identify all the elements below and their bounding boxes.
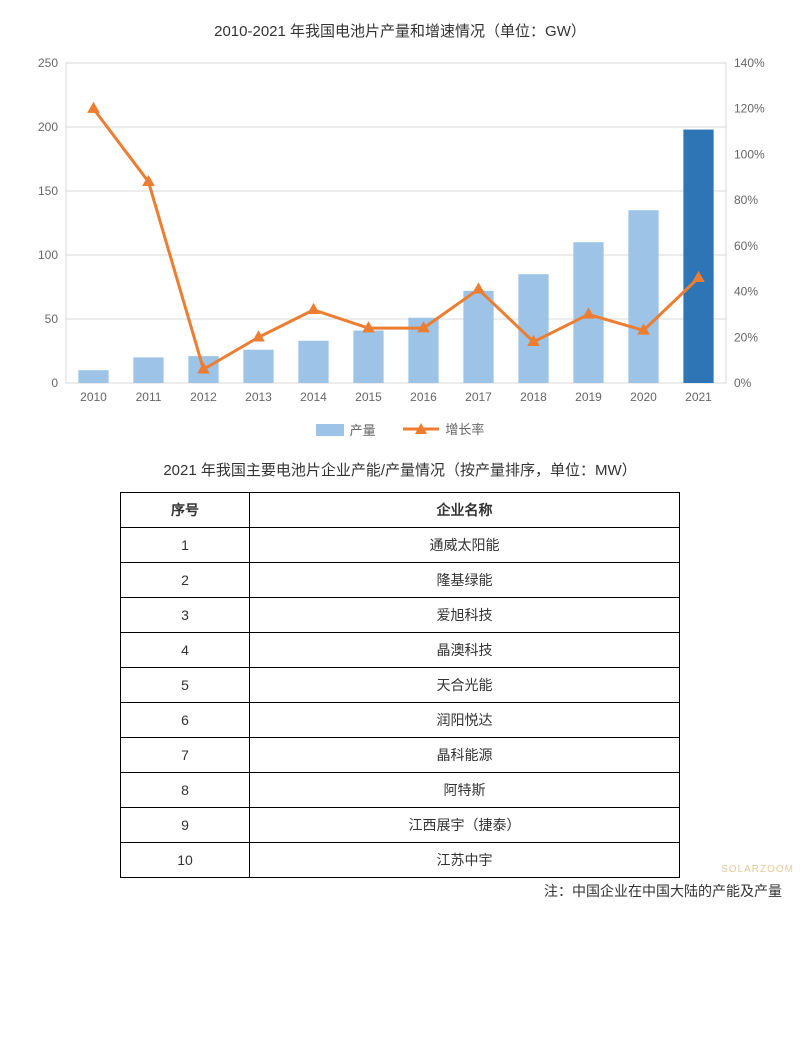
svg-text:200: 200 xyxy=(38,120,58,134)
svg-text:2011: 2011 xyxy=(136,390,162,404)
legend-line-swatch xyxy=(403,422,439,436)
svg-text:250: 250 xyxy=(38,56,58,70)
svg-text:2017: 2017 xyxy=(465,390,492,404)
cell-index: 3 xyxy=(121,598,250,633)
svg-text:2021: 2021 xyxy=(685,390,712,404)
svg-text:2016: 2016 xyxy=(410,390,437,404)
chart-legend: 产量 增长率 xyxy=(20,419,780,439)
col-header-index: 序号 xyxy=(121,493,250,528)
cell-company: 通威太阳能 xyxy=(250,528,680,563)
legend-line-label: 增长率 xyxy=(445,419,484,438)
table-row: 8阿特斯 xyxy=(121,773,680,808)
cell-company: 晶澳科技 xyxy=(250,633,680,668)
svg-text:2013: 2013 xyxy=(245,390,272,404)
chart-svg: 0 50 100 150 200 250 0% 20% 40% 60% 80% 100% 120% 140… xyxy=(20,53,780,413)
table-row: 9江西展宇（捷泰） xyxy=(121,808,680,843)
cell-company: 天合光能 xyxy=(250,668,680,703)
cell-index: 7 xyxy=(121,738,250,773)
cell-company: 江西展宇（捷泰） xyxy=(250,808,680,843)
table-row: 6润阳悦达 xyxy=(121,703,680,738)
table-row: 2隆基绿能 xyxy=(121,563,680,598)
legend-bar-label: 产量 xyxy=(350,420,376,439)
svg-text:60%: 60% xyxy=(734,239,758,253)
chart-title: 2010-2021 年我国电池片产量和增速情况（单位：GW） xyxy=(0,20,800,41)
svg-text:0: 0 xyxy=(51,376,58,390)
svg-text:120%: 120% xyxy=(734,102,765,116)
svg-text:150: 150 xyxy=(38,184,58,198)
cell-company: 隆基绿能 xyxy=(250,563,680,598)
table-row: 1通威太阳能 xyxy=(121,528,680,563)
cell-index: 9 xyxy=(121,808,250,843)
col-header-name: 企业名称 xyxy=(250,493,680,528)
cell-index: 5 xyxy=(121,668,250,703)
cell-index: 6 xyxy=(121,703,250,738)
svg-text:20%: 20% xyxy=(734,330,758,344)
cell-company: 阿特斯 xyxy=(250,773,680,808)
cell-index: 8 xyxy=(121,773,250,808)
cell-company: 爱旭科技 xyxy=(250,598,680,633)
footnote: 注：中国企业在中国大陆的产能及产量 xyxy=(0,875,800,901)
svg-text:0%: 0% xyxy=(734,376,752,390)
svg-text:2019: 2019 xyxy=(575,390,602,404)
legend-line-item: 增长率 xyxy=(403,419,484,438)
cell-company: 晶科能源 xyxy=(250,738,680,773)
svg-text:100%: 100% xyxy=(734,147,765,161)
svg-text:2018: 2018 xyxy=(520,390,547,404)
svg-text:2015: 2015 xyxy=(355,390,382,404)
table-row: 3爱旭科技 xyxy=(121,598,680,633)
company-table-wrap: 序号 企业名称 1通威太阳能2隆基绿能3爱旭科技4晶澳科技5天合光能6润阳悦达7… xyxy=(120,492,680,878)
combo-chart: 0 50 100 150 200 250 0% 20% 40% 60% 80% 100% 120% 140… xyxy=(20,53,780,439)
svg-text:80%: 80% xyxy=(734,193,758,207)
svg-text:100: 100 xyxy=(38,248,58,262)
svg-text:2020: 2020 xyxy=(630,390,657,404)
svg-text:140%: 140% xyxy=(734,56,765,70)
legend-bar-swatch xyxy=(316,424,344,436)
cell-index: 2 xyxy=(121,563,250,598)
svg-text:2012: 2012 xyxy=(190,390,217,404)
legend-bar-item: 产量 xyxy=(316,420,376,439)
table-row: 4晶澳科技 xyxy=(121,633,680,668)
svg-text:50: 50 xyxy=(45,312,59,326)
watermark: SOLARZOOM xyxy=(0,864,800,875)
table-row: 5天合光能 xyxy=(121,668,680,703)
company-table: 序号 企业名称 1通威太阳能2隆基绿能3爱旭科技4晶澳科技5天合光能6润阳悦达7… xyxy=(120,492,680,878)
svg-text:2014: 2014 xyxy=(300,390,327,404)
svg-text:2010: 2010 xyxy=(80,390,107,404)
table-title: 2021 年我国主要电池片企业产能/产量情况（按产量排序，单位：MW） xyxy=(0,459,800,480)
cell-company: 润阳悦达 xyxy=(250,703,680,738)
svg-text:40%: 40% xyxy=(734,285,758,299)
cell-index: 1 xyxy=(121,528,250,563)
table-row: 7晶科能源 xyxy=(121,738,680,773)
cell-index: 4 xyxy=(121,633,250,668)
